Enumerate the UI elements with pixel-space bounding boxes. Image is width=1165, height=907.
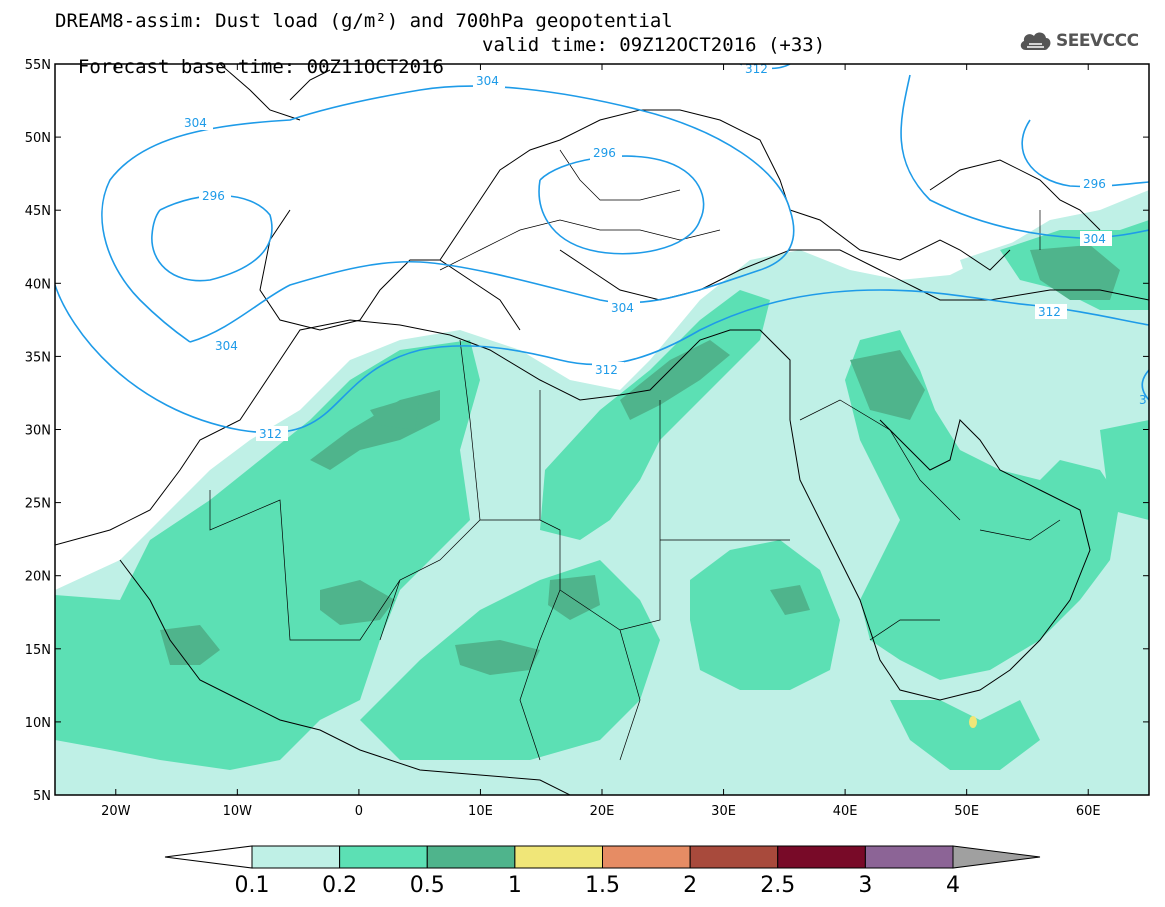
colorbar-label: 0.5: [410, 873, 445, 898]
colorbar-over-triangle: [952, 845, 1041, 869]
lon-tick-label: 30E: [711, 804, 736, 819]
valid-time: valid time: 09Z12OCT2016 (+33): [482, 34, 826, 56]
contour-label: 304: [476, 74, 499, 88]
contour-label: 304: [611, 301, 634, 315]
contour-label: 304: [215, 339, 238, 353]
lon-tick-label: 60E: [1076, 804, 1101, 819]
contour-label: 296: [202, 189, 225, 203]
colorbar-label: 1: [508, 873, 522, 898]
lat-tick-label: 45N: [25, 204, 51, 219]
colorbar-label: 3: [858, 873, 872, 898]
colorbar-label: 2: [683, 873, 697, 898]
lat-tick-label: 5N: [33, 789, 51, 804]
contour-label: 296: [593, 146, 616, 160]
seevccc-logo: SEEVCCC: [1018, 26, 1139, 56]
lat-tick-label: 25N: [25, 497, 51, 512]
contour-label: 312: [259, 427, 282, 441]
lat-tick-label: 15N: [25, 643, 51, 658]
lat-tick-label: 40N: [25, 277, 51, 292]
logo-text: SEEVCCC: [1056, 31, 1139, 51]
lon-tick-label: 0: [355, 804, 363, 819]
lon-tick-label: 20E: [590, 804, 615, 819]
contour-label: 312: [745, 62, 768, 76]
contour-label: 304: [184, 116, 207, 130]
latitude-axis: 55N 50N 45N 40N 35N 30N 25N 20N 15N 10N 5N: [25, 58, 1149, 804]
cloud-icon: [1020, 32, 1051, 50]
lat-tick-label: 10N: [25, 716, 51, 731]
country-borders: [209, 149, 1061, 761]
contour-labels: 304 304 296 296 304 312 312 312 304 296 …: [181, 62, 1147, 441]
colorbar-box: [426, 845, 516, 869]
contour-label: 312: [595, 363, 618, 377]
colorbar: 0.1 0.2 0.5 1 1.5 2 2.5 3 4: [164, 845, 1041, 898]
lat-tick-label: 20N: [25, 570, 51, 585]
contour-label: 304: [1083, 232, 1106, 246]
colorbar-box: [777, 845, 866, 869]
colorbar-under-triangle: [164, 845, 253, 869]
lat-tick-label: 50N: [25, 131, 51, 146]
longitude-axis: 20W 10W 0 10E 20E 30E 40E 50E 60E: [101, 64, 1101, 819]
contour-label: 312: [1038, 305, 1061, 319]
lon-tick-label: 50E: [954, 804, 979, 819]
contour-label: 3: [1139, 393, 1147, 407]
contour-label: 296: [1083, 177, 1106, 191]
colorbar-box: [864, 845, 954, 869]
lon-tick-label: 40E: [833, 804, 858, 819]
lon-tick-label: 10W: [223, 804, 253, 819]
colorbar-label: 2.5: [760, 873, 795, 898]
dust-dark-shading: [160, 245, 1120, 675]
colorbar-box: [251, 845, 341, 869]
colorbar-label: 0.1: [235, 873, 270, 898]
lon-tick-label: 10E: [468, 804, 493, 819]
title-line-2: Forecast base time: 00Z11OCT2016 valid ti…: [55, 34, 825, 78]
colorbar-box: [689, 845, 779, 869]
lon-tick-label: 20W: [101, 804, 131, 819]
colorbar-label: 4: [946, 873, 960, 898]
base-time: Forecast base time: 00Z11OCT2016: [77, 56, 444, 78]
colorbar-box: [514, 845, 603, 869]
colorbar-label: 0.2: [322, 873, 357, 898]
lat-tick-label: 30N: [25, 424, 51, 439]
lat-tick-label: 35N: [25, 350, 51, 365]
coastlines: [55, 64, 1149, 795]
colorbar-box: [602, 845, 691, 869]
lat-tick-label: 55N: [25, 58, 51, 73]
colorbar-box: [339, 845, 428, 869]
title-line-1: DREAM8-assim: Dust load (g/m²) and 700hP…: [55, 10, 673, 32]
colorbar-label: 1.5: [585, 873, 620, 898]
dust-yellow-spot: [969, 716, 977, 728]
